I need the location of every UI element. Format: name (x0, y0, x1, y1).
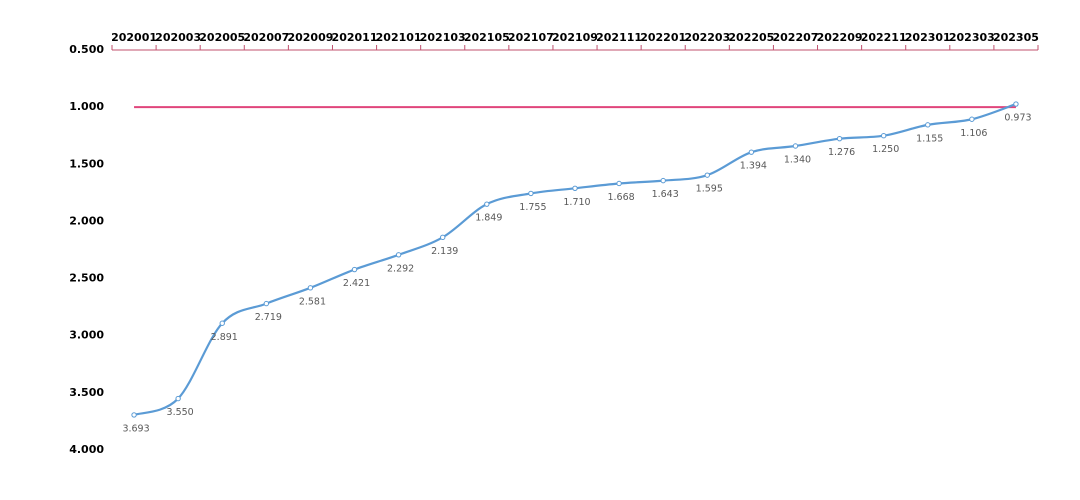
y-tick-label: 3.000 (69, 329, 104, 342)
y-tick-label: 2.500 (69, 272, 104, 285)
data-label: 1.250 (872, 144, 899, 155)
data-label: 1.106 (960, 128, 987, 139)
data-label: 1.849 (475, 213, 502, 224)
x-tick-label: 202103 (420, 31, 466, 44)
data-label: 1.710 (563, 197, 590, 208)
x-tick-label: 202101 (376, 31, 422, 44)
data-label: 2.891 (211, 332, 238, 343)
x-tick-label: 202109 (552, 31, 598, 44)
marker (792, 143, 799, 149)
marker (440, 234, 446, 241)
x-tick-label: 202007 (243, 31, 289, 44)
x-tick-label: 202207 (773, 31, 819, 44)
x-tick-label: 202205 (728, 31, 774, 44)
x-tick-label: 202201 (640, 31, 686, 44)
data-label: 1.755 (519, 202, 546, 213)
x-tick-label: 202107 (508, 31, 554, 44)
x-tick-label: 202105 (464, 31, 510, 44)
y-tick-label: 2.000 (69, 214, 104, 227)
y-tick-label: 0.500 (69, 43, 104, 56)
marker (616, 180, 622, 187)
data-label: 2.139 (431, 246, 458, 257)
marker (219, 320, 225, 326)
data-label: 2.581 (299, 296, 326, 307)
data-label: 1.276 (828, 147, 855, 158)
x-tick-label: 202209 (817, 31, 863, 44)
data-label: 2.421 (343, 278, 370, 289)
marker (1013, 101, 1019, 107)
x-tick-label: 202211 (861, 31, 907, 44)
data-label: 1.340 (784, 155, 811, 166)
data-label: 1.394 (740, 161, 767, 172)
x-tick-label: 202003 (155, 31, 201, 44)
marker (484, 201, 490, 207)
marker (836, 135, 843, 142)
marker (925, 122, 931, 128)
y-tick-label: 1.000 (69, 100, 104, 113)
marker (748, 149, 755, 155)
marker (528, 190, 534, 197)
marker (969, 116, 975, 122)
x-tick-label: 202303 (949, 31, 995, 44)
x-tick-label: 202001 (111, 31, 157, 44)
x-tick-label: 202009 (287, 31, 333, 44)
marker (175, 395, 181, 402)
data-label: 3.693 (122, 423, 149, 434)
data-label: 2.292 (387, 263, 414, 274)
data-label: 1.643 (652, 189, 679, 200)
marker (395, 252, 402, 258)
x-tick-label: 202111 (596, 31, 642, 44)
y-tick-label: 3.500 (69, 386, 104, 399)
data-label: 1.595 (696, 184, 723, 195)
marker (351, 266, 358, 273)
x-tick-label: 202305 (993, 31, 1039, 44)
x-tick-label: 202203 (684, 31, 730, 44)
marker (880, 133, 887, 139)
y-tick-label: 1.500 (69, 157, 104, 170)
y-tick-label: 4.000 (69, 443, 104, 456)
data-label: 2.719 (255, 312, 282, 323)
data-label: 0.973 (1004, 113, 1031, 124)
x-tick-label: 202011 (332, 31, 378, 44)
marker (704, 172, 710, 178)
x-tick-label: 202005 (199, 31, 245, 44)
data-label: 1.155 (916, 133, 943, 144)
data-label: 1.668 (607, 192, 634, 203)
marker (572, 185, 578, 191)
marker (131, 412, 137, 418)
data-label: 3.550 (167, 407, 194, 418)
x-tick-label: 202301 (905, 31, 951, 44)
marker (263, 300, 270, 307)
marker (307, 285, 314, 291)
marker (660, 177, 666, 184)
